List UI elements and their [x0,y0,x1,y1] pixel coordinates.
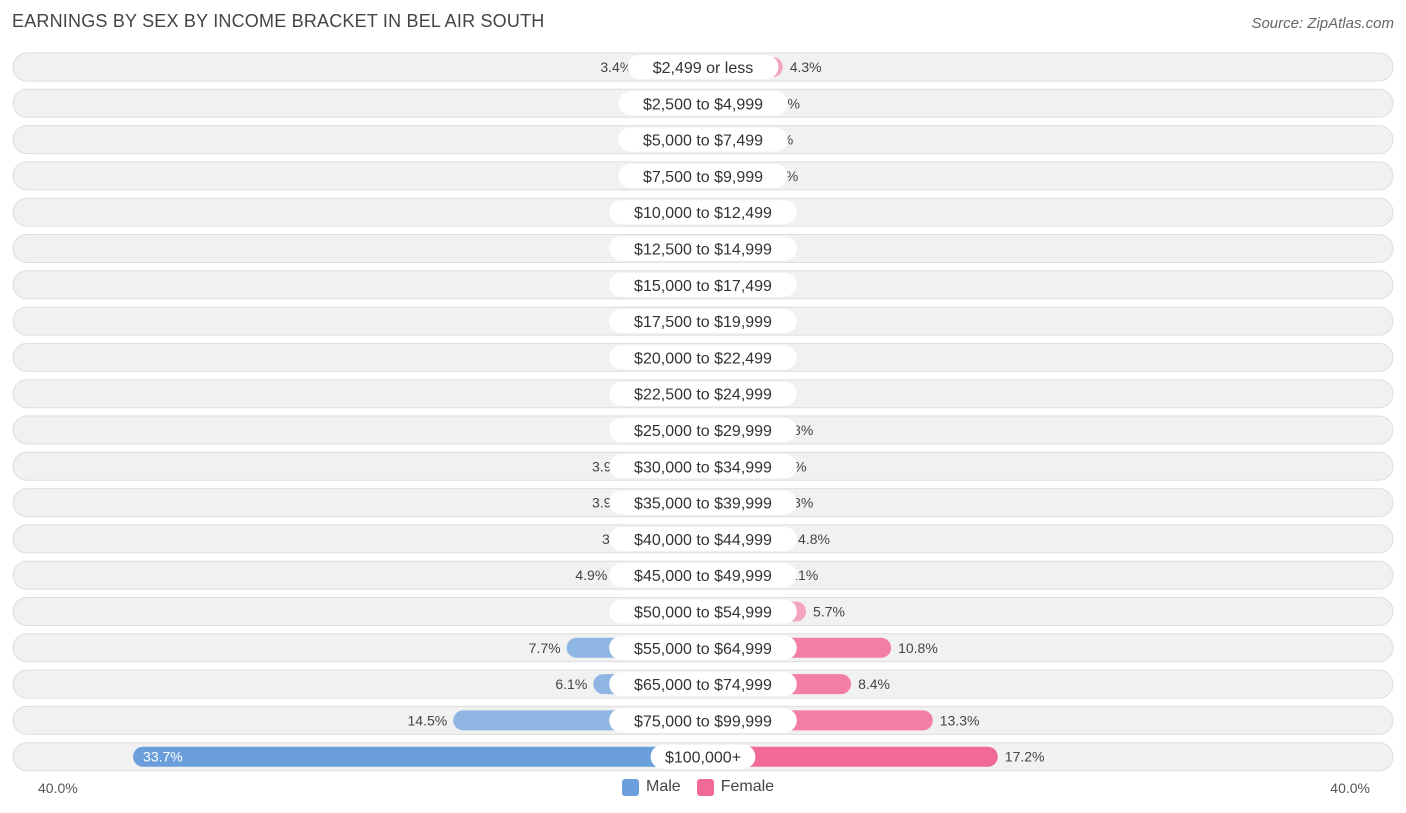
category-label: $45,000 to $49,999 [634,568,772,585]
category-pill [609,599,797,624]
category-label: $7,500 to $9,999 [643,169,763,186]
source-label: Source: ZipAtlas.com [1251,15,1394,32]
category-pill [650,744,756,769]
category-pill [609,635,797,660]
chart-area: 3.4%4.3%$2,499 or less2.3%3.0%$2,500 to … [12,52,1394,772]
male-value-label: 3.4% [600,59,632,75]
female-bar [703,746,998,767]
category-label: $2,499 or less [653,60,754,77]
legend-swatch-female [696,778,714,796]
female-value-label: 13.3% [940,712,980,728]
male-value-label: 14.5% [408,712,448,728]
category-label: $40,000 to $44,999 [634,532,772,549]
axis-left-label: 40.0% [38,780,78,796]
male-value-label: 7.7% [529,640,561,656]
category-label: $10,000 to $12,499 [634,205,772,222]
category-pill [609,200,797,225]
category-pill [609,526,797,551]
category-pill [609,708,797,733]
legend-swatch-male [622,778,639,796]
category-label: $35,000 to $39,999 [634,496,772,513]
male-value-label: 6.1% [555,676,587,692]
legend-label-male: Male [646,778,681,795]
category-pill [609,236,797,261]
female-value-label: 10.8% [898,640,938,656]
axis-right-label: 40.0% [1330,780,1370,796]
legend-item-male[interactable]: Male [622,778,681,796]
legend: Male Female [622,778,790,796]
category-label: $50,000 to $54,999 [634,605,772,622]
female-value-label: 17.2% [1005,749,1045,765]
category-label: $25,000 to $29,999 [634,423,772,440]
female-value-label: 5.7% [813,604,845,620]
category-label: $17,500 to $19,999 [634,314,772,331]
female-value-label: 4.8% [798,531,830,547]
category-pill [609,563,797,588]
legend-label-female: Female [720,778,775,795]
category-pill [609,345,797,370]
category-label: $2,500 to $4,999 [643,96,763,113]
category-pill [609,454,797,479]
male-bar [133,746,704,767]
category-pill [609,309,797,334]
chart-title: EARNINGS BY SEX BY INCOME BRACKET IN BEL… [12,11,545,31]
female-value-label: 4.3% [790,59,822,75]
female-value-label: 8.4% [858,676,890,692]
category-pill [627,55,779,79]
category-label: $15,000 to $17,499 [634,278,772,295]
category-pill [609,272,797,297]
category-label: $100,000+ [665,750,741,767]
category-label: $22,500 to $24,999 [634,387,772,404]
male-value-label: 33.7% [143,749,183,765]
category-label: $20,000 to $22,499 [634,350,772,367]
legend-item-female[interactable]: Female [696,778,775,796]
category-pill [609,490,797,515]
category-pill [618,163,788,188]
category-pill [609,672,797,697]
category-label: $65,000 to $74,999 [634,677,772,694]
category-pill [618,127,788,152]
category-label: $12,500 to $14,999 [634,242,772,259]
category-pill [609,381,797,406]
male-value-label: 4.9% [575,567,607,583]
category-label: $5,000 to $7,499 [643,133,763,150]
category-label: $75,000 to $99,999 [634,713,772,730]
category-pill [609,418,797,442]
category-label: $55,000 to $64,999 [634,641,772,658]
category-label: $30,000 to $34,999 [634,459,772,476]
category-pill [618,91,788,116]
